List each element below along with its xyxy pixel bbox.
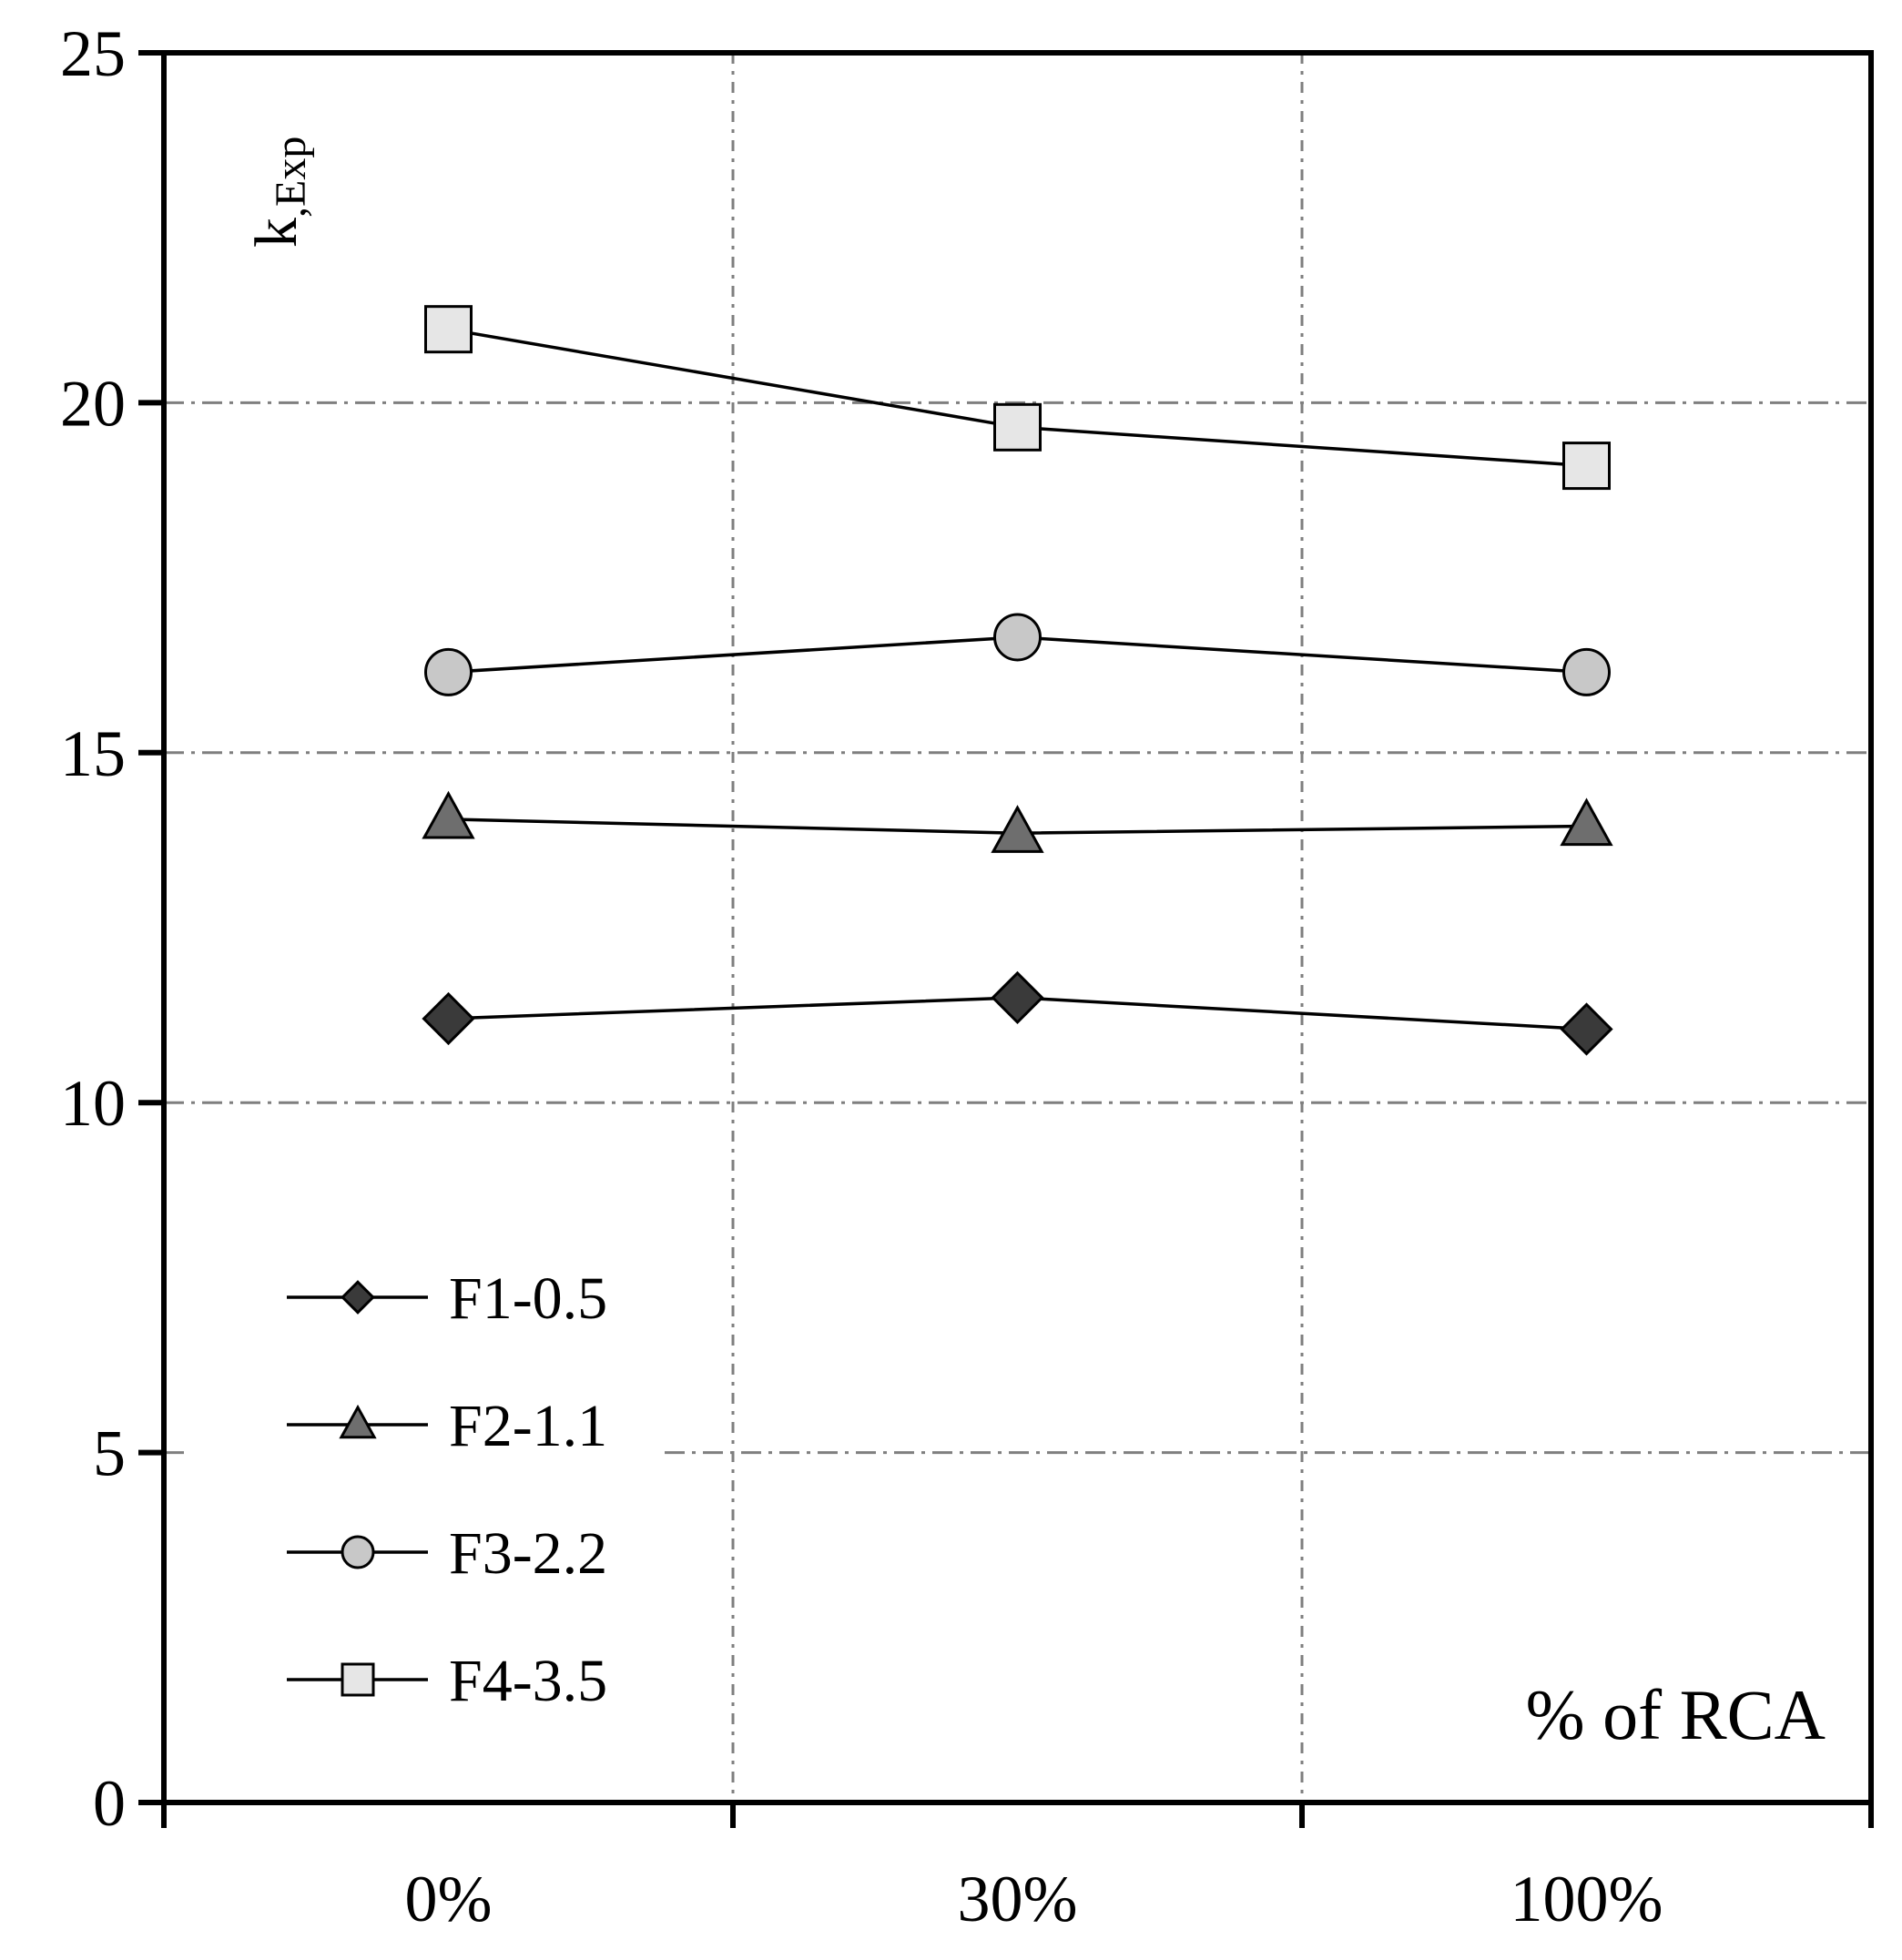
data-point-F1-0.5-30% <box>991 970 1044 1025</box>
legend-marker <box>339 1404 377 1439</box>
series <box>422 305 1613 1056</box>
legend: F1-0.5 F2-1.1 F3-2.2 F4-3.5 <box>287 1265 607 1714</box>
series-F3-2.2 <box>424 613 1611 696</box>
series-F4-3.5 <box>424 305 1611 491</box>
x-tick-label: 100% <box>1510 1863 1663 1935</box>
plot-frame <box>161 50 1874 1805</box>
data-point-F2-1.1-30% <box>991 805 1044 853</box>
labels: k,Exp % of RCA <box>243 137 1826 1754</box>
legend-marker <box>341 1280 375 1315</box>
data-point-F3-2.2-0% <box>424 647 473 696</box>
legend-marker <box>341 1535 375 1569</box>
legend-label: F1-0.5 <box>449 1265 607 1332</box>
x-axis-title: % of RCA <box>1526 1675 1826 1754</box>
data-point-F3-2.2-30% <box>993 613 1042 662</box>
data-point-F4-3.5-100% <box>1562 442 1611 491</box>
data-point-F3-2.2-100% <box>1562 647 1611 696</box>
y-tick-label: 10 <box>60 1067 126 1140</box>
y-tick-label: 5 <box>93 1417 126 1490</box>
data-point-F4-3.5-30% <box>993 402 1042 452</box>
data-point-F2-1.1-100% <box>1560 797 1613 847</box>
y-axis-title: k,Exp <box>243 137 315 248</box>
y-tick-label: 20 <box>60 367 126 440</box>
y-tick-label: 15 <box>60 717 126 790</box>
data-point-F4-3.5-0% <box>424 305 473 354</box>
data-point-F1-0.5-0% <box>422 991 475 1046</box>
x-tick-label: 30% <box>958 1863 1078 1935</box>
grid-lines <box>164 53 1871 1803</box>
legend-item-F1-0.5: F1-0.5 <box>287 1265 607 1332</box>
legend-item-F2-1.1: F2-1.1 <box>287 1393 607 1459</box>
legend-item-F4-3.5: F4-3.5 <box>287 1648 607 1714</box>
series-F1-0.5 <box>422 970 1613 1056</box>
series-F2-1.1 <box>422 790 1613 853</box>
legend-label: F3-2.2 <box>449 1520 607 1587</box>
legend-item-F3-2.2: F3-2.2 <box>287 1520 607 1587</box>
legend-label: F2-1.1 <box>449 1393 607 1459</box>
axes: 0 5 10 15 20 25 0% 30% 100% <box>60 17 1874 1935</box>
x-tick-label: 0% <box>405 1863 493 1935</box>
data-point-F1-0.5-100% <box>1560 1002 1613 1056</box>
y-tick-label: 25 <box>60 17 126 90</box>
y-tick-label: 0 <box>93 1767 126 1840</box>
legend-marker <box>341 1662 375 1697</box>
legend-label: F4-3.5 <box>449 1648 607 1714</box>
data-point-F2-1.1-0% <box>422 790 475 839</box>
